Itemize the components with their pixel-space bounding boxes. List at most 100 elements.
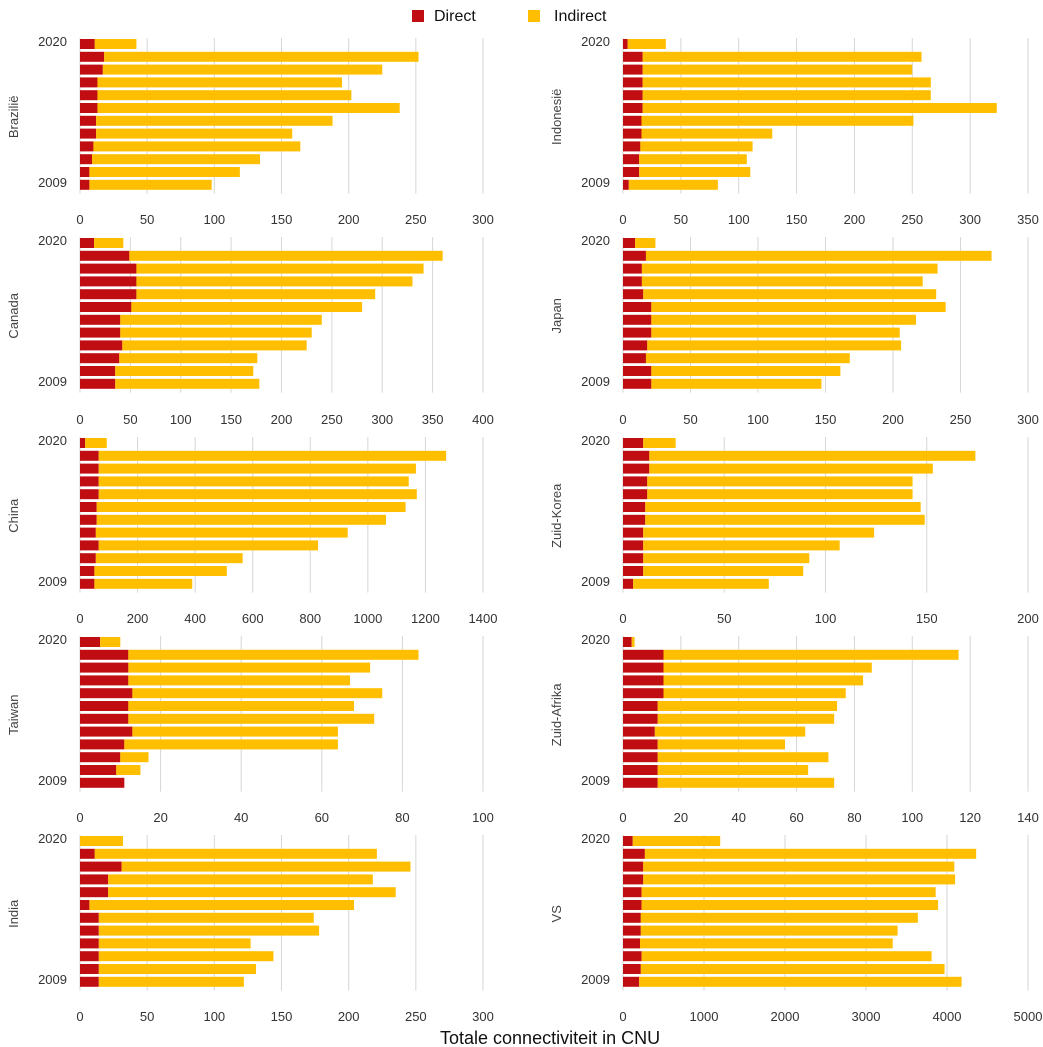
bar-indirect bbox=[116, 765, 141, 775]
x-tick-label: 400 bbox=[184, 611, 206, 626]
bar-direct bbox=[80, 566, 95, 576]
bar-direct bbox=[623, 527, 644, 538]
bar-direct bbox=[80, 848, 95, 859]
x-tick-label: 80 bbox=[395, 810, 409, 825]
bar-direct bbox=[80, 51, 105, 62]
x-tick-label: 0 bbox=[76, 810, 83, 825]
bar-indirect bbox=[642, 77, 931, 88]
bar-indirect bbox=[119, 353, 258, 364]
x-tick-label: 0 bbox=[619, 810, 626, 825]
bar-direct bbox=[80, 701, 129, 711]
bar-direct bbox=[80, 238, 95, 248]
bar-indirect bbox=[641, 887, 936, 898]
country-label: India bbox=[6, 899, 21, 928]
bar-indirect bbox=[96, 115, 333, 126]
bar-indirect bbox=[128, 675, 351, 686]
bar-indirect bbox=[136, 263, 424, 274]
bar-indirect bbox=[97, 77, 342, 88]
bar-direct bbox=[80, 128, 97, 139]
bar-indirect bbox=[640, 964, 945, 974]
bar-direct bbox=[80, 976, 99, 987]
x-tick-label: 1200 bbox=[411, 611, 440, 626]
bar-direct bbox=[80, 314, 121, 325]
bar-direct bbox=[80, 578, 95, 589]
x-tick-label: 0 bbox=[619, 1009, 626, 1024]
x-tick-label: 150 bbox=[815, 412, 837, 427]
bar-direct bbox=[80, 637, 101, 647]
year-label-top: 2020 bbox=[38, 632, 67, 647]
x-tick-label: 50 bbox=[123, 412, 137, 427]
bar-direct bbox=[80, 450, 99, 461]
x-tick-label: 200 bbox=[1017, 611, 1039, 626]
bar-indirect bbox=[120, 314, 322, 325]
bar-direct bbox=[80, 167, 90, 177]
bar-direct bbox=[623, 765, 658, 775]
bar-indirect bbox=[89, 900, 355, 910]
bar-indirect bbox=[639, 167, 751, 177]
x-tick-label: 20 bbox=[153, 810, 167, 825]
bar-indirect bbox=[96, 514, 386, 525]
bar-indirect bbox=[94, 39, 137, 49]
bar-indirect bbox=[643, 553, 810, 564]
x-tick-label: 80 bbox=[847, 810, 861, 825]
bar-indirect bbox=[98, 925, 320, 936]
x-tick-label: 200 bbox=[338, 212, 360, 227]
bar-indirect bbox=[98, 938, 251, 949]
bar-direct bbox=[623, 848, 645, 859]
bar-direct bbox=[80, 250, 130, 261]
bar-indirect bbox=[96, 128, 293, 139]
bar-indirect bbox=[651, 327, 900, 338]
bar-direct bbox=[80, 887, 109, 898]
bar-direct bbox=[623, 353, 646, 364]
bar-indirect bbox=[654, 726, 806, 737]
x-tick-label: 50 bbox=[674, 212, 688, 227]
x-tick-label: 200 bbox=[882, 412, 904, 427]
bar-indirect bbox=[89, 167, 240, 177]
x-tick-label: 150 bbox=[271, 1009, 293, 1024]
x-tick-label: 350 bbox=[422, 412, 444, 427]
bar-direct bbox=[80, 476, 99, 487]
bar-indirect bbox=[632, 836, 721, 846]
x-tick-label: 100 bbox=[728, 212, 750, 227]
bar-indirect bbox=[641, 263, 938, 274]
x-tick-label: 0 bbox=[619, 212, 626, 227]
x-tick-label: 300 bbox=[1017, 412, 1039, 427]
bar-direct bbox=[623, 553, 644, 564]
bar-direct bbox=[80, 141, 94, 152]
bar-indirect bbox=[635, 238, 656, 248]
bar-direct bbox=[80, 688, 133, 699]
bar-direct bbox=[623, 366, 652, 376]
bar-direct bbox=[623, 836, 633, 846]
bar-direct bbox=[623, 951, 642, 962]
bar-direct bbox=[80, 77, 98, 88]
panel-india: 0 50 100 150 200 250 300 2020 2009 India bbox=[6, 831, 494, 1024]
bar-indirect bbox=[641, 115, 914, 126]
x-tick-label: 300 bbox=[959, 212, 981, 227]
country-label: Brazilië bbox=[6, 95, 21, 138]
bar-indirect bbox=[639, 154, 747, 165]
bar-indirect bbox=[657, 777, 835, 788]
bar-direct bbox=[80, 553, 96, 564]
bar-indirect bbox=[647, 476, 913, 487]
panel-canada: 0 50 100 150 200 250 300 350 400 2020 2009 Canada bbox=[6, 233, 494, 427]
bar-direct bbox=[623, 128, 642, 139]
bar-direct bbox=[623, 752, 658, 763]
bar-indirect bbox=[124, 739, 338, 750]
bar-direct bbox=[623, 314, 652, 325]
bar-indirect bbox=[98, 912, 314, 923]
x-tick-label: 100 bbox=[472, 810, 494, 825]
bar-indirect bbox=[642, 64, 913, 75]
year-label-top: 2020 bbox=[581, 831, 610, 846]
x-tick-label: 300 bbox=[371, 412, 393, 427]
legend-indirect-label: Indirect bbox=[554, 8, 607, 25]
bar-direct bbox=[80, 340, 123, 351]
x-tick-label: 120 bbox=[959, 810, 981, 825]
year-label-bottom: 2009 bbox=[581, 374, 610, 389]
bar-direct bbox=[80, 502, 97, 512]
bar-indirect bbox=[642, 103, 997, 113]
x-tick-label: 2000 bbox=[771, 1009, 800, 1024]
bar-indirect bbox=[128, 662, 371, 673]
bar-indirect bbox=[108, 874, 373, 885]
x-tick-label: 50 bbox=[140, 212, 154, 227]
bar-direct bbox=[623, 578, 634, 589]
